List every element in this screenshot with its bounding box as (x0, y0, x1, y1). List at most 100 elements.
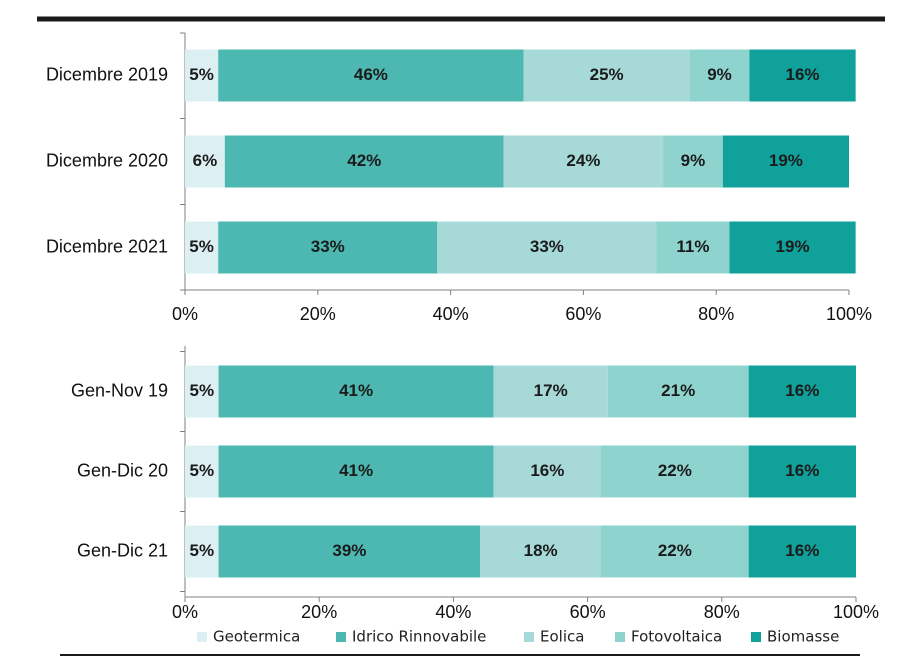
legend-label: Biomasse (767, 628, 839, 646)
data-label: 16% (530, 461, 564, 480)
bar-segment-fotovoltaica (607, 365, 749, 418)
bar-segment-fotovoltaica (656, 221, 730, 274)
data-label: 25% (590, 65, 624, 84)
legend-label: Fotovoltaica (631, 628, 722, 646)
bar-row: Gen-Dic 21 5% 39% 18% 22% 16% (77, 525, 856, 578)
data-label: 6% (193, 151, 218, 170)
bar-segment-fotovoltaica (689, 49, 750, 102)
data-label: 5% (189, 65, 214, 84)
bar-segment-eolica (480, 525, 602, 578)
data-label: 11% (676, 237, 709, 256)
data-label: 22% (658, 541, 692, 560)
bar-segment-idrico-rinnovabile (218, 221, 438, 274)
data-label: 33% (311, 237, 345, 256)
bar-row: Dicembre 2019 5% 46% 25% 9% 16% (46, 49, 856, 102)
data-label: 39% (332, 541, 366, 560)
bar-segment-biomasse (749, 49, 856, 102)
data-label: 46% (354, 65, 388, 84)
x-tick-label: 20% (301, 602, 337, 622)
data-label: 9% (681, 151, 706, 170)
data-label: 5% (189, 461, 214, 480)
legend-swatch (615, 632, 625, 642)
legend-label: Eolica (540, 628, 584, 646)
x-tick-label: 40% (435, 602, 471, 622)
legend-item-biomasse: Biomasse (751, 628, 839, 646)
data-label: 22% (658, 461, 692, 480)
data-label: 16% (785, 381, 819, 400)
bar-segment-geotermica (185, 365, 219, 418)
x-tick-label: 0% (172, 602, 198, 622)
bar-segment-geotermica (185, 49, 219, 102)
legend-item-geotermica: Geotermica (197, 628, 300, 646)
bar-segment-eolica (437, 221, 657, 274)
data-label: 5% (189, 237, 214, 256)
x-tick-label: 60% (570, 602, 606, 622)
bar-segment-idrico-rinnovabile (218, 525, 481, 578)
data-label: 41% (339, 461, 373, 480)
data-label: 41% (339, 381, 373, 400)
legend-item-fotovoltaica: Fotovoltaica (615, 628, 722, 646)
bar-segment-eolica (503, 135, 664, 188)
bar-segment-eolica (493, 445, 602, 498)
bar-segment-geotermica (185, 525, 219, 578)
bar-segment-biomasse (748, 365, 856, 418)
chart-panel-1: 0% 20% 40% 60% 80% 100% Dicembre 2019 5% 46% 25% 9… (46, 32, 872, 324)
chart-panel-2: 0% 20% 40% 60% 80% 100% Gen-Nov 19 5% 41% 17% 21% 1… (71, 346, 879, 622)
x-tick-label: 40% (433, 304, 469, 324)
legend-item-eolica: Eolica (524, 628, 584, 646)
x-tick-label: 100% (826, 304, 872, 324)
data-label: 24% (566, 151, 600, 170)
bar-segment-biomasse (722, 135, 849, 188)
x-tick-label: 100% (833, 602, 879, 622)
bar-segment-idrico-rinnovabile (218, 445, 494, 498)
x-tick-label: 0% (172, 304, 198, 324)
bar-segment-idrico-rinnovabile (218, 49, 524, 102)
data-label: 21% (661, 381, 695, 400)
bar-segment-eolica (523, 49, 690, 102)
bar-segment-fotovoltaica (601, 525, 749, 578)
data-label: 19% (776, 237, 810, 256)
category-label: Gen-Nov 19 (71, 380, 168, 400)
data-label: 17% (534, 381, 568, 400)
legend: Geotermica Idrico Rinnovabile Eolica Fotovo… (197, 628, 839, 646)
data-label: 19% (769, 151, 803, 170)
data-label: 16% (785, 461, 819, 480)
bar-row: Gen-Dic 20 5% 41% 16% 22% 16% (77, 445, 856, 498)
legend-label: Idrico Rinnovabile (352, 628, 486, 646)
bar-segment-biomasse (748, 445, 856, 498)
category-label: Gen-Dic 21 (77, 540, 168, 560)
data-label: 16% (786, 65, 820, 84)
bar-row: Dicembre 2021 5% 33% 33% 11% 19% (46, 221, 856, 274)
x-tick-label: 20% (300, 304, 336, 324)
legend-swatch (524, 632, 534, 642)
bar-segment-fotovoltaica (663, 135, 723, 188)
bar-segment-geotermica (185, 445, 219, 498)
bar-segment-idrico-rinnovabile (224, 135, 504, 188)
category-label: Dicembre 2021 (46, 236, 168, 256)
legend-swatch (197, 632, 207, 642)
bar-segment-geotermica (185, 221, 219, 274)
x-tick-label: 80% (698, 304, 734, 324)
bar-segment-idrico-rinnovabile (218, 365, 494, 418)
legend-swatch (751, 632, 761, 642)
bar-segment-biomasse (748, 525, 856, 578)
bar-segment-biomasse (729, 221, 856, 274)
category-label: Gen-Dic 20 (77, 460, 168, 480)
data-label: 9% (707, 65, 732, 84)
data-label: 42% (347, 151, 381, 170)
x-tick-label: 80% (704, 602, 740, 622)
x-tick-label: 60% (565, 304, 601, 324)
bar-row: Dicembre 2020 6% 42% 24% 9% 19% (46, 135, 849, 188)
data-label: 33% (530, 237, 564, 256)
bar-segment-eolica (493, 365, 608, 418)
bar-segment-geotermica (185, 135, 225, 188)
data-label: 5% (189, 541, 214, 560)
chart-panels: 0% 20% 40% 60% 80% 100% Dicembre 2019 5% 46% 25% 9… (46, 32, 879, 622)
legend-label: Geotermica (213, 628, 300, 646)
legend-swatch (336, 632, 346, 642)
legend-item-idrico-rinnovabile: Idrico Rinnovabile (336, 628, 486, 646)
category-label: Dicembre 2020 (46, 150, 168, 170)
data-label: 16% (785, 541, 819, 560)
